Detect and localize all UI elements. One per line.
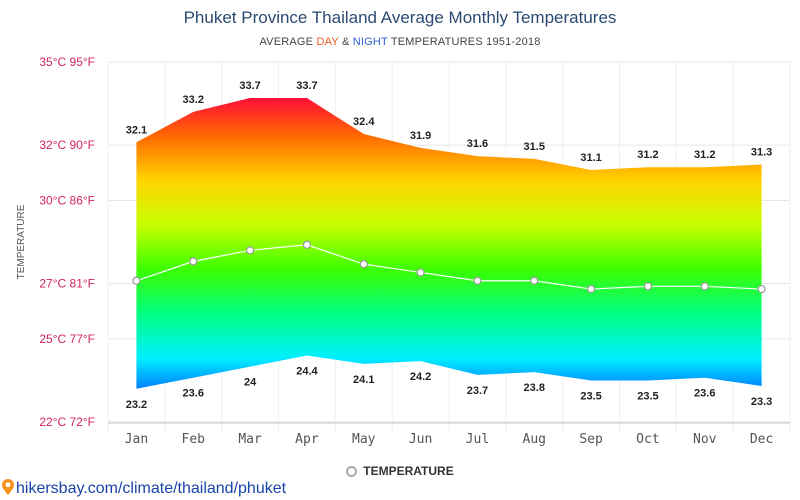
mean-temperature-point	[757, 284, 766, 294]
day-value-label: 31.2	[694, 149, 715, 161]
x-tick-label: Jun	[409, 432, 432, 447]
mean-temperature-point	[132, 276, 141, 285]
day-value-label: 32.4	[353, 116, 375, 128]
mean-temperature-line	[136, 244, 762, 290]
subtitle-middle: &	[338, 36, 353, 48]
mean-layer	[132, 240, 766, 294]
y-tick-label: 22°C 72°F	[39, 415, 95, 429]
y-tick-label: 27°C 81°F	[39, 277, 95, 291]
day-value-label: 33.7	[239, 80, 260, 92]
night-value-label: 23.5	[580, 390, 601, 402]
legend-marker-icon	[346, 466, 358, 477]
y-tick-label: 35°C 95°F	[39, 55, 95, 69]
mean-temperature-point	[189, 257, 198, 266]
source-credit-link[interactable]: hikersbay.com/climate/thailand/phuket	[2, 479, 286, 500]
day-value-label: 31.2	[637, 149, 658, 161]
x-tick-label: Jan	[125, 432, 148, 447]
x-tick-label: Dec	[750, 432, 773, 447]
night-value-label: 23.6	[183, 388, 204, 400]
night-value-label: 24	[244, 377, 257, 389]
night-value-label: 23.2	[126, 399, 147, 411]
day-night-range-area	[136, 98, 762, 389]
mean-temperature-point	[245, 246, 255, 255]
mean-temperature-point	[643, 282, 653, 291]
subtitle-day-word: DAY	[316, 36, 339, 48]
mean-temperature-point	[359, 260, 368, 269]
night-value-label: 23.5	[637, 390, 658, 402]
mean-temperature-point	[530, 276, 539, 285]
night-value-label: 24.4	[296, 366, 318, 378]
legend-label: TEMPERATURE	[363, 464, 454, 478]
night-value-label: 23.3	[751, 396, 772, 408]
day-value-label: 31.5	[524, 141, 545, 153]
chart-subtitle: AVERAGE DAY & NIGHT TEMPERATURES 1951-20…	[0, 36, 800, 48]
map-pin-icon	[2, 479, 14, 500]
y-tick-label: 30°C 86°F	[39, 193, 95, 207]
credit-text: hikersbay.com/climate/thailand/phuket	[16, 480, 287, 497]
legend[interactable]: TEMPERATURE	[0, 464, 800, 478]
x-tick-label: Oct	[636, 432, 659, 447]
mean-temperature-point	[473, 276, 482, 285]
x-tick-label: Apr	[295, 432, 319, 447]
mean-temperature-point	[416, 268, 425, 277]
area-layer	[136, 98, 762, 389]
day-value-label: 31.9	[410, 130, 431, 142]
x-tick-label: Sep	[579, 432, 603, 447]
label-layer: 32.1 33.2 33.7 33.7 32.4 31.9 31.6 31.5 31.1 31.2…	[126, 80, 773, 411]
x-tick-label: Jul	[466, 432, 489, 447]
day-value-label: 31.3	[751, 146, 772, 158]
y-axis-title: TEMPERATURE	[16, 204, 27, 279]
night-value-label: 24.1	[353, 374, 374, 386]
chart-title: Phuket Province Thailand Average Monthly…	[183, 8, 617, 27]
subtitle-prefix: AVERAGE	[259, 36, 317, 48]
subtitle-suffix: TEMPERATURES 1951-2018	[387, 36, 541, 48]
y-tick-label: 32°C 90°F	[39, 138, 95, 152]
night-value-label: 23.6	[694, 388, 715, 400]
x-tick-label: Feb	[182, 432, 206, 447]
subtitle-night-word: NIGHT	[352, 36, 388, 48]
y-tick-label: 25°C 77°F	[39, 332, 95, 346]
day-value-label: 32.1	[126, 124, 147, 136]
x-tick-label: May	[352, 432, 376, 447]
day-value-label: 33.7	[296, 80, 317, 92]
day-value-label: 31.6	[467, 138, 488, 150]
axis-layer: 22°C 72°F 25°C 77°F 27°C 81°F 30°C 86°F 32°C…	[16, 55, 790, 447]
night-value-label: 23.7	[467, 385, 488, 397]
mean-temperature-point	[302, 240, 312, 249]
day-value-label: 31.1	[580, 152, 601, 164]
night-value-label: 24.2	[410, 371, 431, 383]
day-value-label: 33.2	[183, 94, 204, 106]
x-tick-label: Mar	[238, 432, 262, 447]
mean-temperature-point	[700, 282, 709, 291]
x-tick-label: Nov	[693, 432, 717, 447]
mean-temperature-point	[586, 284, 596, 294]
x-tick-label: Aug	[523, 432, 546, 447]
night-value-label: 23.8	[524, 382, 545, 394]
